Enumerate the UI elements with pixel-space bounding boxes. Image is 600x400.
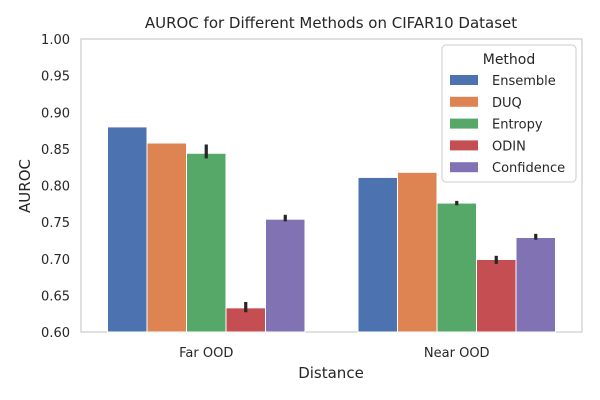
x-tick-label: Near OOD — [424, 346, 490, 361]
legend-title: Method — [483, 52, 536, 68]
y-tick-label: 0.65 — [41, 289, 70, 304]
legend-label: ODIN — [492, 139, 526, 154]
legend-label: Ensemble — [492, 74, 556, 89]
legend-label: Confidence — [492, 161, 565, 176]
legend-swatch — [450, 118, 478, 129]
bar-duq-near-ood — [397, 171, 438, 333]
y-tick-label: 0.85 — [41, 143, 70, 158]
bar-duq-far-ood — [146, 142, 187, 333]
y-axis-label: AUROC — [16, 159, 34, 213]
legend-label: DUQ — [492, 96, 522, 111]
y-tick-label: 0.80 — [41, 180, 70, 195]
bar-ensemble-far-ood — [107, 126, 148, 333]
y-tick-label: 0.60 — [41, 326, 70, 341]
legend-swatch — [450, 140, 478, 151]
y-tick-label: 0.90 — [41, 106, 70, 121]
legend-swatch — [450, 162, 478, 173]
bar-confidence-near-ood — [515, 237, 556, 333]
legend-swatch — [450, 96, 478, 107]
chart-title: AUROC for Different Methods on CIFAR10 D… — [145, 14, 517, 32]
x-axis-label: Distance — [298, 364, 364, 382]
plot-area — [80, 38, 583, 333]
bar-confidence-far-ood — [265, 218, 306, 333]
x-tick-label: Far OOD — [179, 346, 233, 361]
bar-entropy-far-ood — [186, 152, 227, 333]
y-tick-label: 0.95 — [41, 70, 70, 85]
bar-ensemble-near-ood — [357, 176, 398, 333]
legend-swatch — [450, 75, 478, 85]
y-tick-label: 0.70 — [41, 253, 70, 268]
bar-odin-near-ood — [476, 258, 517, 333]
y-tick-label: 0.75 — [41, 216, 70, 231]
y-tick-label: 1.00 — [41, 33, 70, 48]
legend: Method Ensemble DUQ Entropy ODIN Confidence — [441, 44, 577, 183]
bar-entropy-near-ood — [436, 202, 477, 333]
legend-label: Entropy — [492, 118, 543, 133]
